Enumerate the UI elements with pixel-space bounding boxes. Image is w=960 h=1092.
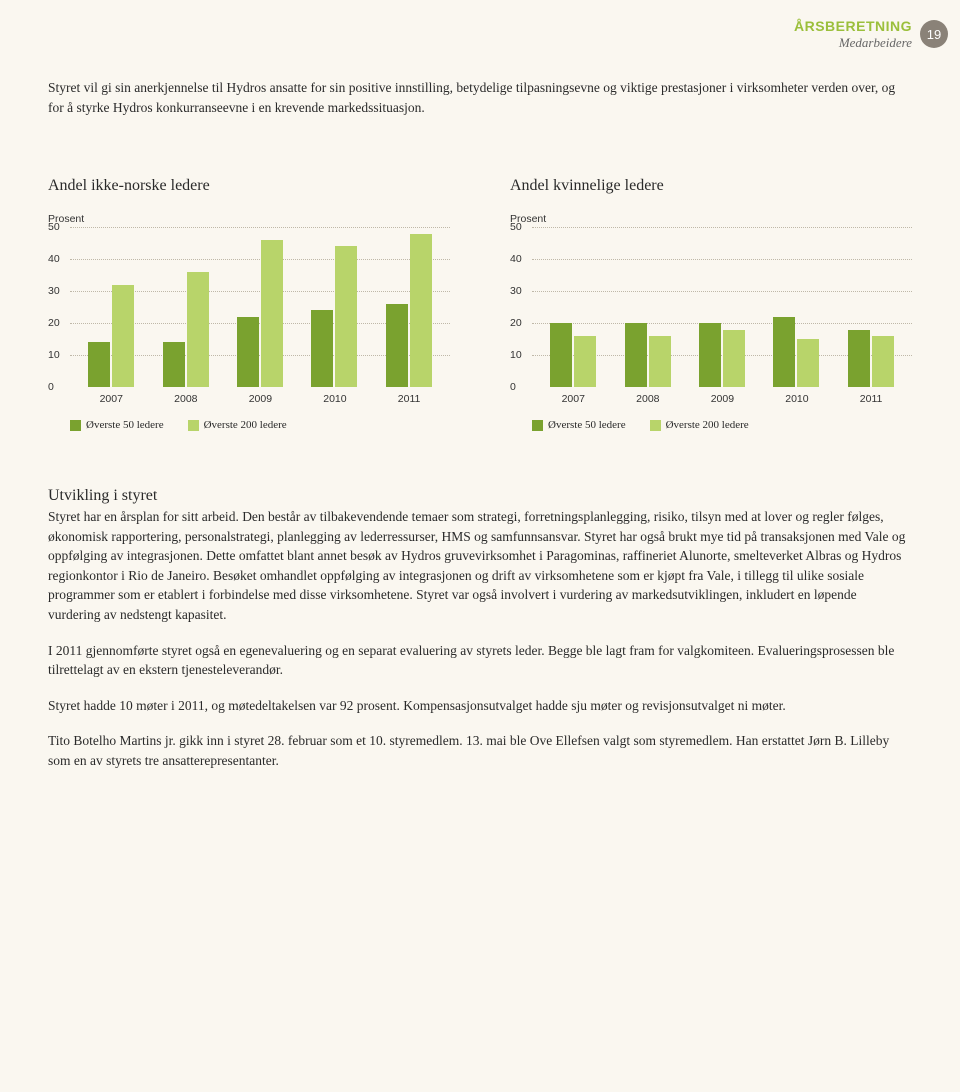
y-axis-label: Prosent: [510, 213, 912, 225]
page-header: ÅRSBERETNING Medarbeidere: [794, 18, 912, 51]
bar: [410, 234, 432, 388]
x-tick: 2007: [100, 393, 123, 405]
y-axis-label: Prosent: [48, 213, 450, 225]
bar: [187, 272, 209, 387]
x-tick: 2008: [636, 393, 659, 405]
x-axis: 2007 2008 2009 2010 2011: [532, 393, 912, 405]
y-tick: 0: [510, 381, 516, 393]
legend-label: Øverste 200 ledere: [204, 419, 287, 431]
body-paragraph: Tito Botelho Martins jr. gikk inn i styr…: [48, 731, 912, 770]
y-tick: 40: [48, 253, 60, 265]
x-tick: 2009: [249, 393, 272, 405]
x-tick: 2007: [562, 393, 585, 405]
bars-container: [532, 227, 912, 387]
header-subtitle: Medarbeidere: [794, 35, 912, 51]
x-axis: 2007 2008 2009 2010 2011: [70, 393, 450, 405]
chart-legend: Øverste 50 ledere Øverste 200 ledere: [70, 419, 450, 431]
bar-group: [311, 246, 357, 387]
chart-female: Andel kvinnelige ledere Prosent 01020304…: [510, 177, 912, 431]
bar: [649, 336, 671, 387]
x-tick: 2011: [398, 393, 421, 405]
y-tick: 0: [48, 381, 54, 393]
x-tick: 2008: [174, 393, 197, 405]
y-tick: 50: [510, 221, 522, 233]
legend-swatch: [532, 420, 543, 431]
bar: [88, 342, 110, 387]
bar-group: [163, 272, 209, 387]
chart-nonnorwegian: Andel ikke-norske ledere Prosent 0102030…: [48, 177, 450, 431]
bar-group: [625, 323, 671, 387]
y-tick: 20: [510, 317, 522, 329]
bar: [163, 342, 185, 387]
legend-item: Øverste 200 ledere: [188, 419, 287, 431]
bar-group: [386, 234, 432, 388]
bar: [237, 317, 259, 387]
bar: [797, 339, 819, 387]
bar-group: [88, 285, 134, 387]
legend-item: Øverste 50 ledere: [70, 419, 164, 431]
body-paragraph: I 2011 gjennomførte styret også en egene…: [48, 641, 912, 680]
page-number-badge: 19: [920, 20, 948, 48]
chart-plot: 01020304050: [532, 227, 912, 387]
y-tick: 10: [48, 349, 60, 361]
bar: [311, 310, 333, 387]
legend-label: Øverste 200 ledere: [666, 419, 749, 431]
bar: [872, 336, 894, 387]
bar: [574, 336, 596, 387]
bar-group: [550, 323, 596, 387]
bar: [261, 240, 283, 387]
bar: [699, 323, 721, 387]
legend-swatch: [650, 420, 661, 431]
x-tick: 2009: [711, 393, 734, 405]
bar: [112, 285, 134, 387]
chart-legend: Øverste 50 ledere Øverste 200 ledere: [532, 419, 912, 431]
legend-label: Øverste 50 ledere: [86, 419, 164, 431]
bar-group: [699, 323, 745, 387]
bar: [550, 323, 572, 387]
bar: [848, 330, 870, 388]
bar-group: [237, 240, 283, 387]
intro-paragraph: Styret vil gi sin anerkjennelse til Hydr…: [48, 78, 912, 117]
header-title: ÅRSBERETNING: [794, 18, 912, 34]
bars-container: [70, 227, 450, 387]
y-tick: 50: [48, 221, 60, 233]
charts-row: Andel ikke-norske ledere Prosent 0102030…: [48, 177, 912, 431]
x-tick: 2010: [323, 393, 346, 405]
legend-item: Øverste 50 ledere: [532, 419, 626, 431]
x-tick: 2011: [860, 393, 883, 405]
chart-title: Andel ikke-norske ledere: [48, 177, 450, 195]
legend-swatch: [70, 420, 81, 431]
body-paragraph: Styret har en årsplan for sitt arbeid. D…: [48, 507, 912, 624]
section-title: Utvikling i styret: [48, 487, 912, 505]
legend-label: Øverste 50 ledere: [548, 419, 626, 431]
bar: [335, 246, 357, 387]
bar: [773, 317, 795, 387]
bar-group: [773, 317, 819, 387]
x-tick: 2010: [785, 393, 808, 405]
bar: [723, 330, 745, 388]
legend-item: Øverste 200 ledere: [650, 419, 749, 431]
y-tick: 10: [510, 349, 522, 361]
chart-plot: 01020304050: [70, 227, 450, 387]
y-tick: 40: [510, 253, 522, 265]
chart-title: Andel kvinnelige ledere: [510, 177, 912, 195]
y-tick: 30: [48, 285, 60, 297]
legend-swatch: [188, 420, 199, 431]
bar: [386, 304, 408, 387]
bar-group: [848, 330, 894, 388]
y-tick: 20: [48, 317, 60, 329]
body-paragraph: Styret hadde 10 møter i 2011, og møtedel…: [48, 696, 912, 716]
bar: [625, 323, 647, 387]
y-tick: 30: [510, 285, 522, 297]
